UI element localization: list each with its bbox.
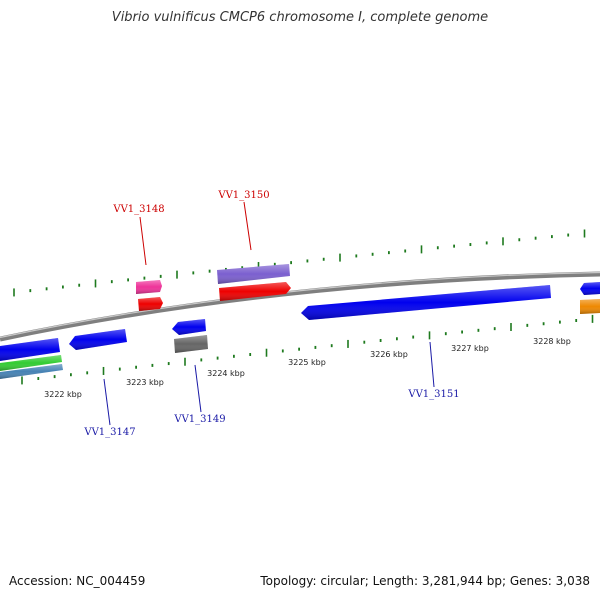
feature-vv1-3148-pink[interactable] (136, 280, 162, 294)
chromosome-backbone (0, 271, 600, 342)
gene-label-vv1-3151[interactable]: VV1_3151 (407, 389, 459, 400)
feature-left-blue[interactable] (0, 338, 60, 361)
feature-vv1-3151-blue[interactable] (301, 285, 551, 320)
accession-text: Accession: NC_004459 (9, 574, 146, 588)
ruler-label-3222: 3222 kbp (44, 390, 82, 399)
feature-vv1-3149-gray[interactable] (174, 335, 208, 353)
gene-label-vv1-3149[interactable]: VV1_3149 (173, 414, 225, 425)
ruler-label-3224: 3224 kbp (207, 369, 245, 378)
gene-label-vv1-3147[interactable]: VV1_3147 (83, 427, 135, 438)
feature-left-steel[interactable] (0, 364, 63, 379)
leader-vv1-3149 (194, 364, 202, 413)
gene-label-vv1-3148[interactable]: VV1_3148 (112, 204, 164, 215)
outer-tick-row (13, 229, 586, 297)
inner-tick-row (21, 314, 594, 385)
map-title: Vibrio vulnificus CMCP6 chromosome I, co… (111, 10, 489, 25)
ruler-label-3225: 3225 kbp (288, 358, 326, 367)
feature-vv1-3149-blue[interactable] (172, 319, 206, 335)
feature-right-blue[interactable] (580, 282, 600, 295)
feature-vv1-3150-red[interactable] (219, 282, 291, 301)
feature-vv1-3147-blue[interactable] (69, 329, 127, 350)
feature-vv1-3150-purple[interactable] (217, 264, 290, 284)
leader-vv1-3147 (103, 378, 111, 426)
leader-vv1-3148 (139, 216, 147, 266)
genome-summary-text: Topology: circular; Length: 3,281,944 bp… (260, 574, 590, 588)
leader-vv1-3151 (429, 341, 435, 388)
feature-vv1-3148-red[interactable] (138, 297, 163, 311)
ruler-label-3227: 3227 kbp (451, 344, 489, 353)
chromosome-backbone-highlight (0, 271, 600, 339)
ruler-label-3223: 3223 kbp (126, 378, 164, 387)
gene-label-vv1-3150[interactable]: VV1_3150 (217, 190, 269, 201)
ruler-label-3226: 3226 kbp (370, 350, 408, 359)
feature-left-green[interactable] (0, 355, 62, 371)
feature-right-orange[interactable] (580, 299, 600, 314)
ruler-label-3228: 3228 kbp (533, 337, 571, 346)
leader-vv1-3150 (243, 201, 252, 251)
